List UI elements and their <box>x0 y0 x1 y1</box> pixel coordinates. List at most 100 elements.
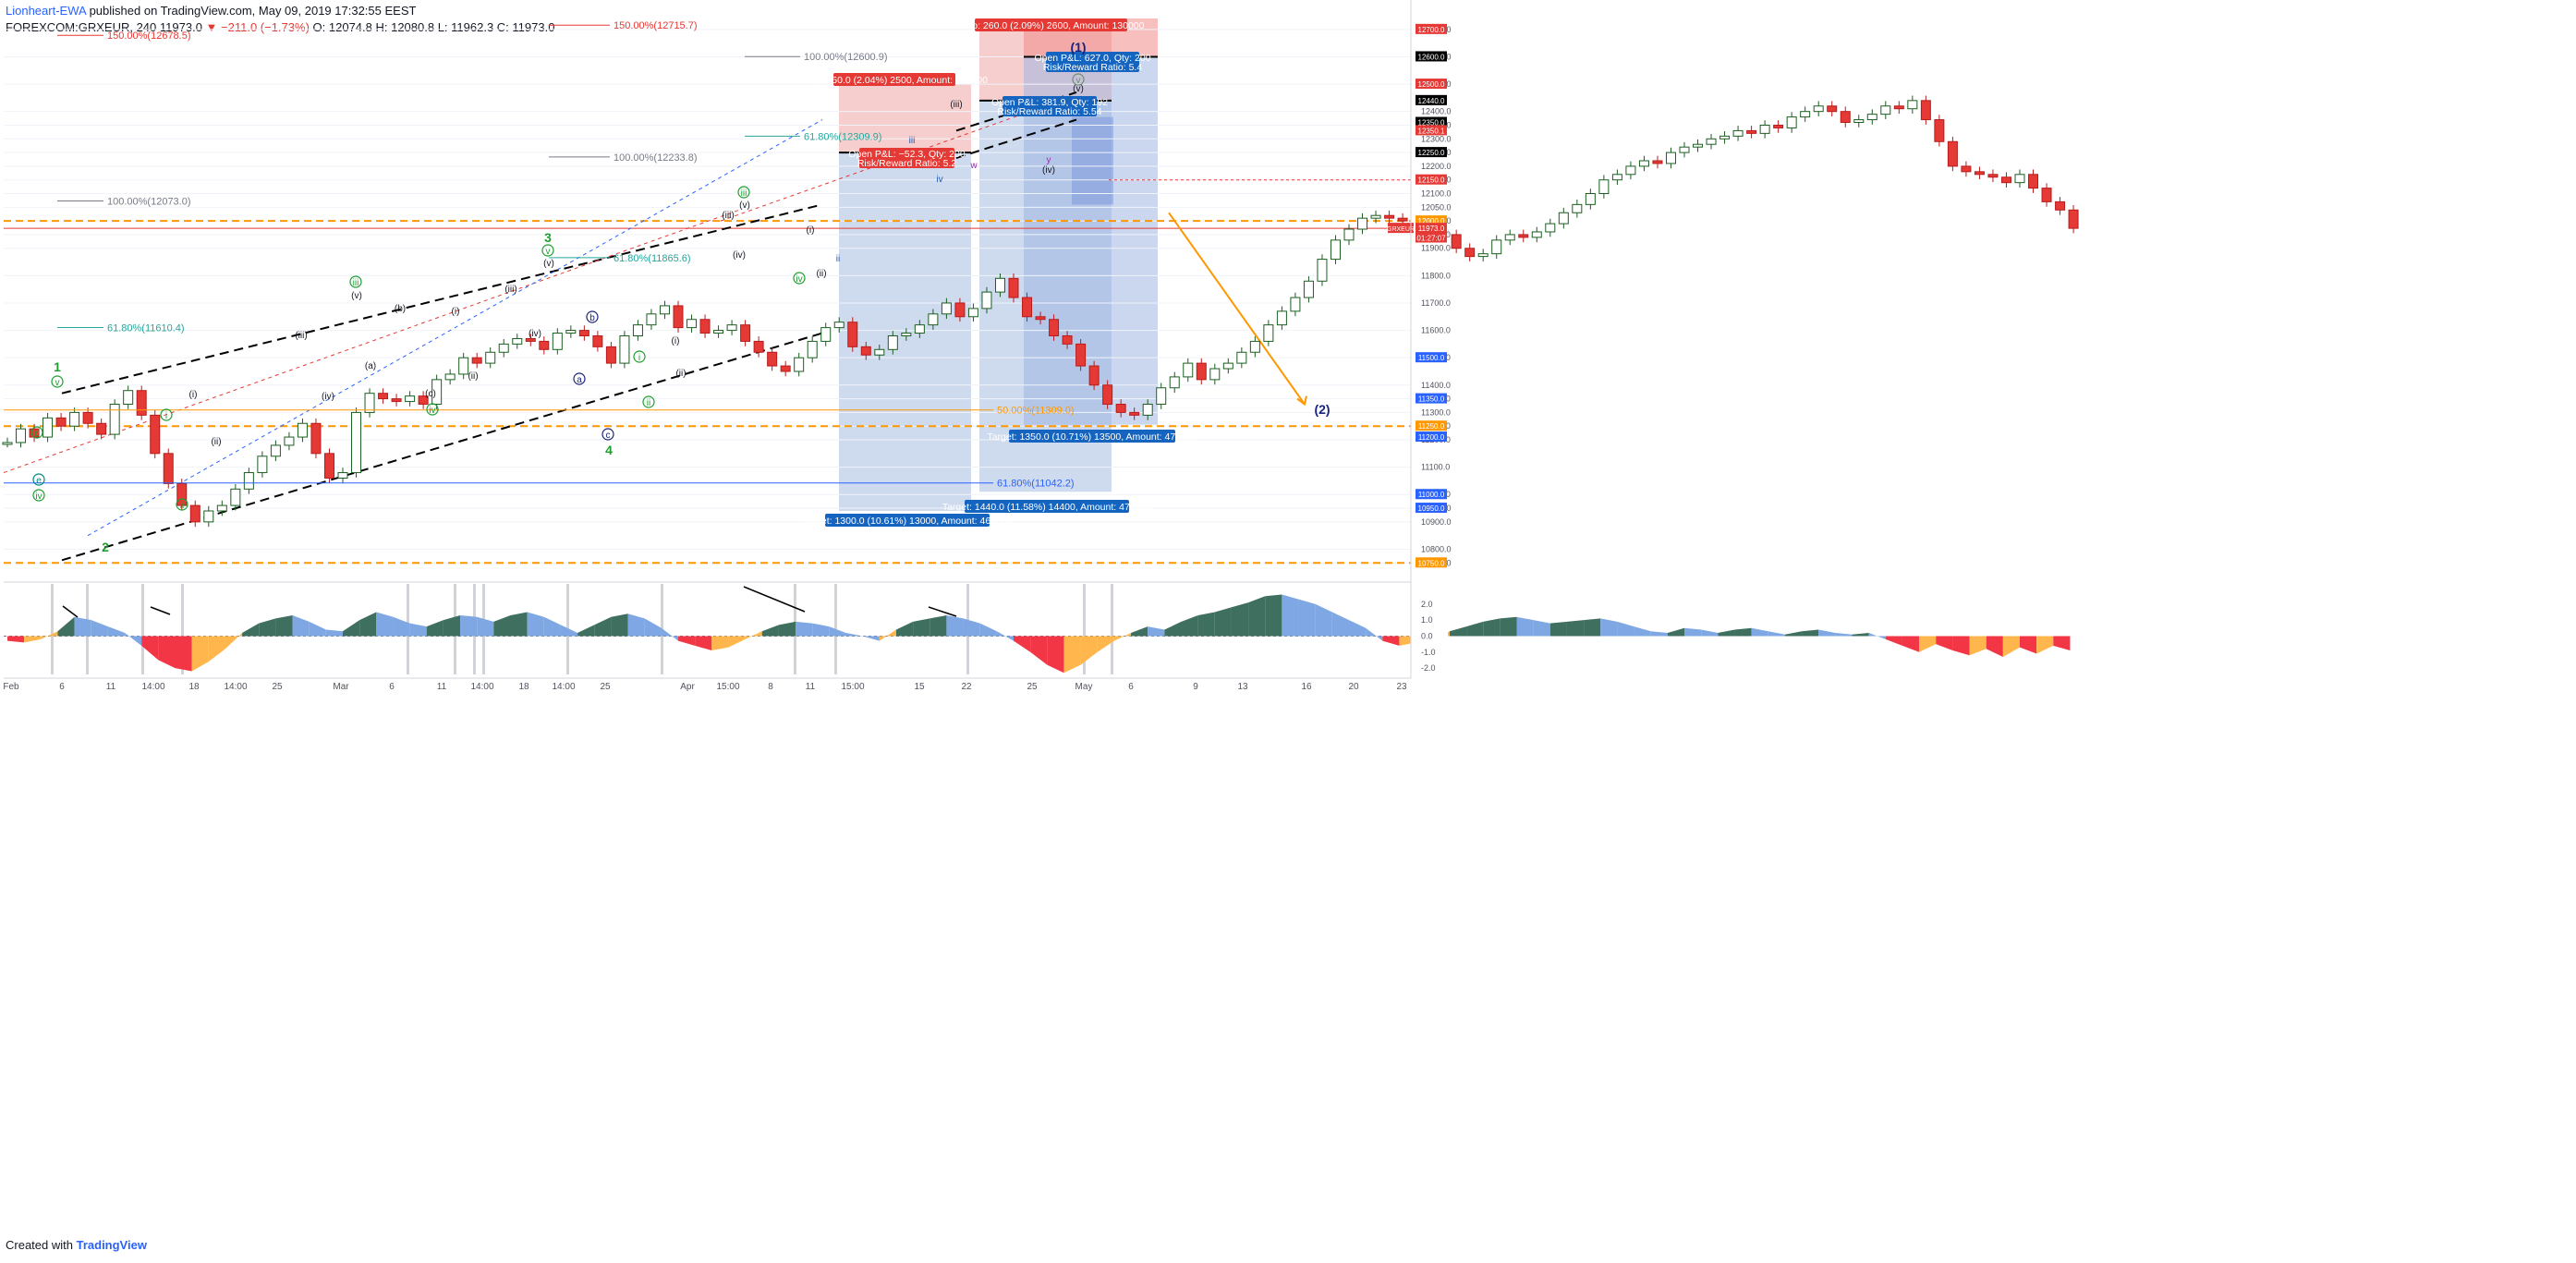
y-badge-14: 11200.0 <box>1418 433 1445 442</box>
y-tick-14: 11800.0 <box>1421 271 1451 280</box>
osc-seg <box>1584 618 1601 637</box>
osc-seg <box>477 616 494 637</box>
osc-seg <box>1617 621 1634 637</box>
osc-seg <box>695 636 712 651</box>
x-tick-26: 16 <box>1301 682 1312 692</box>
candle-body <box>1732 129 1744 137</box>
x-tick-28: 23 <box>1396 682 1407 692</box>
osc-seg <box>1952 636 1970 656</box>
fib-label-0: 150.00%(12678.5) <box>107 30 191 42</box>
osc-seg <box>644 618 662 637</box>
y-badge-15: 11000.0 <box>1418 491 1445 499</box>
osc-seg <box>1197 612 1215 637</box>
osc-seg <box>393 616 410 637</box>
osc-seg <box>1751 627 1768 637</box>
wave-minor-6: (b) <box>395 304 406 314</box>
candle-body <box>807 340 818 358</box>
osc-seg <box>1936 636 1953 651</box>
y-tick-9: 12100.0 <box>1421 189 1452 199</box>
candle-body <box>1866 114 1877 121</box>
osc-seg <box>1282 594 1299 637</box>
candle-body <box>1947 140 1958 167</box>
osc-seg <box>1784 631 1803 637</box>
target-label-3-bg <box>1009 430 1175 443</box>
y-badge-12: 11350.0 <box>1418 395 1445 404</box>
candle-body <box>512 337 523 345</box>
wave-c-i-1: i <box>165 411 167 421</box>
candle-body <box>1827 105 1838 113</box>
candle-body <box>1773 124 1784 128</box>
stop-label-3: Stop: 260.0 (2.09%) 2600, Amount: 130000 <box>958 20 1145 31</box>
fib-label-8: 50.00%(11309.0) <box>997 406 1075 417</box>
candle-body <box>297 422 308 438</box>
wave-minor-20: (iii) <box>950 100 962 110</box>
wave-minor-16: (iv) <box>733 250 746 261</box>
pnl-label-1-line1: Open P&L: −52.3, Qty: 200 <box>848 149 966 160</box>
y-badge-1-bg <box>1416 51 1447 62</box>
osc-seg <box>309 621 326 637</box>
candle-body <box>123 390 134 406</box>
candle-body <box>418 395 429 406</box>
candle-body <box>2 442 13 445</box>
osc-seg <box>493 614 511 637</box>
stop-label-1-bg <box>833 73 955 86</box>
pnl-label-2-bg <box>1002 96 1097 116</box>
candle-body <box>1719 135 1731 140</box>
osc-seg <box>74 616 91 637</box>
tradingview-logo[interactable]: TradingView <box>76 1238 147 1252</box>
projection-arrow-head <box>1296 395 1307 407</box>
candle-body <box>1545 223 1556 233</box>
osc-seg <box>2020 636 2037 654</box>
x-tick-6: 25 <box>272 682 283 692</box>
y-badge-13-bg <box>1416 420 1447 431</box>
candle-body <box>136 390 147 416</box>
osc-seg <box>1014 636 1031 652</box>
osc-seg <box>1566 620 1585 637</box>
candle-body <box>1397 217 1408 222</box>
candle-body <box>391 398 402 403</box>
candle-body <box>767 351 778 367</box>
candle-body <box>1598 179 1610 195</box>
candle-body <box>1706 138 1717 145</box>
osc-seg <box>225 633 243 650</box>
publish-line: Lionheart-EWA published on TradingView.c… <box>6 4 416 18</box>
osc-seg <box>963 618 980 637</box>
chart-header: Lionheart-EWA published on TradingView.c… <box>0 0 2576 37</box>
x-tick-11: 18 <box>518 682 529 692</box>
stop-label-3-bg <box>975 18 1127 31</box>
y-badge-13: 11250.0 <box>1418 422 1445 431</box>
y-badge-12-bg <box>1416 393 1447 404</box>
short-target-zone <box>1024 56 1158 425</box>
osc-marker-3 <box>181 584 184 674</box>
y-tick-15: 11700.0 <box>1421 298 1451 308</box>
osc-tick-4: -2.0 <box>1421 663 1436 673</box>
x-tick-24: 9 <box>1193 682 1198 692</box>
wave-c-a: a <box>577 375 582 385</box>
wave-minor-0: (i) <box>189 390 198 400</box>
osc-seg <box>460 614 478 637</box>
candle-body <box>1115 404 1126 413</box>
candle-body <box>860 346 871 356</box>
osc-seg <box>1349 620 1367 637</box>
candle-body <box>1236 351 1247 364</box>
pnl-label-3-line2: Risk/Reward Ratio: 5.4 <box>1043 62 1143 73</box>
candle-body <box>1303 280 1314 298</box>
price-axis-bg <box>1411 0 1448 684</box>
candle-body <box>592 334 603 347</box>
candle-body <box>1062 334 1073 345</box>
y-tick-5: 12300.0 <box>1421 134 1452 143</box>
osc-seg <box>1063 636 1081 674</box>
candle-body <box>323 453 334 479</box>
osc-tick-1: 1.0 <box>1421 615 1433 625</box>
channel-upper <box>61 203 823 395</box>
osc-seg <box>275 614 293 637</box>
y-badge-11-bg <box>1416 352 1447 363</box>
author-link[interactable]: Lionheart-EWA <box>6 4 86 18</box>
y-badge-16: 10950.0 <box>1418 504 1445 513</box>
candle-body <box>687 319 698 329</box>
osc-seg <box>895 621 914 637</box>
target-label-3: Target: 1350.0 (10.71%) 13500, Amount: 4… <box>987 431 1197 443</box>
candle-body <box>1679 146 1690 153</box>
wave-1: 1 <box>54 359 61 374</box>
